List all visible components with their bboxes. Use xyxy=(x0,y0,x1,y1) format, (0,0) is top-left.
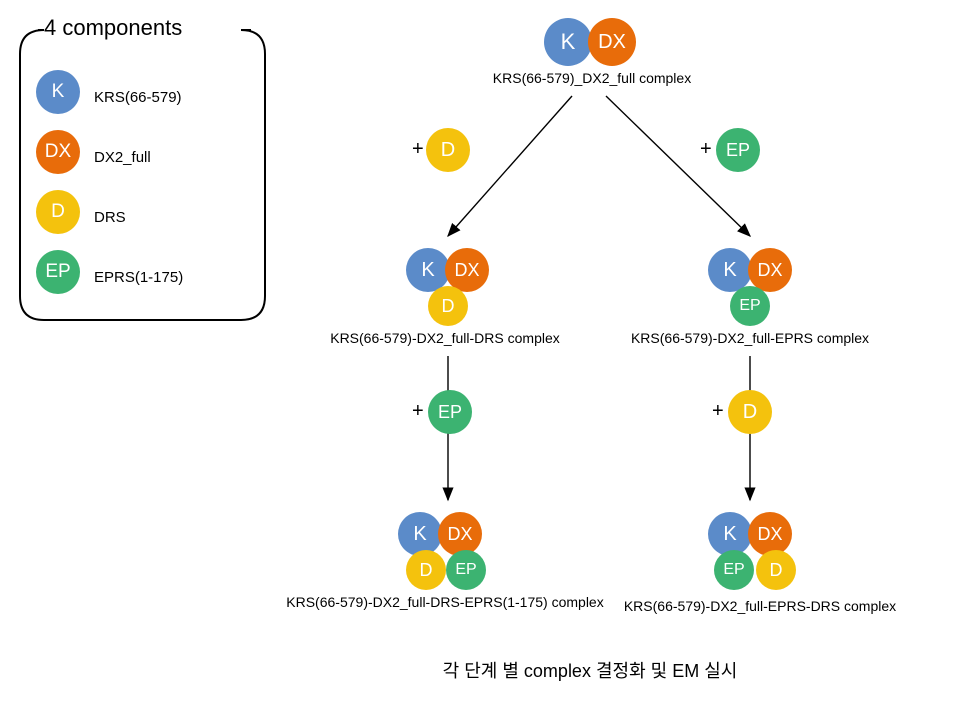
node-k-top-0: K xyxy=(544,18,592,66)
bottom-caption: 각 단계 별 complex 결정화 및 EM 실시 xyxy=(443,657,738,683)
node-ep-midR-2: EP xyxy=(730,286,770,326)
node-dx-botR-1: DX xyxy=(748,512,792,556)
node-dx-midR-1: DX xyxy=(748,248,792,292)
node-d-botR-3: D xyxy=(756,550,796,590)
plus-addD2: + xyxy=(712,400,724,423)
node-ep-legend: EP xyxy=(36,250,80,294)
node-dx-botL-1: DX xyxy=(438,512,482,556)
node-dx-top-1: DX xyxy=(588,18,636,66)
legend-item-label-2: DRS xyxy=(94,209,126,226)
legend-item-label-3: EPRS(1-175) xyxy=(94,269,183,286)
plus-addEP2: + xyxy=(412,400,424,423)
node-d-legend: D xyxy=(36,190,80,234)
caption-midR: KRS(66-579)-DX2_full-EPRS complex xyxy=(631,330,869,346)
node-d-botL-2: D xyxy=(406,550,446,590)
node-k-legend: K xyxy=(36,70,80,114)
caption-botR: KRS(66-579)-DX2_full-EPRS-DRS complex xyxy=(624,598,896,614)
node-d-addD2-0: D xyxy=(728,390,772,434)
caption-botL: KRS(66-579)-DX2_full-DRS-EPRS(1-175) com… xyxy=(286,594,603,610)
arrow-0 xyxy=(448,96,572,236)
node-ep-addEP2-0: EP xyxy=(428,390,472,434)
caption-midL: KRS(66-579)-DX2_full-DRS complex xyxy=(330,330,560,346)
legend-item-label-0: KRS(66-579) xyxy=(94,89,182,106)
node-k-botL-0: K xyxy=(398,512,442,556)
node-ep-botR-2: EP xyxy=(714,550,754,590)
legend-title: 4 components xyxy=(44,15,182,41)
node-ep-addEP-0: EP xyxy=(716,128,760,172)
plus-addEP: + xyxy=(700,138,712,161)
node-d-midL-2: D xyxy=(428,286,468,326)
node-ep-botL-3: EP xyxy=(446,550,486,590)
caption-top: KRS(66-579)_DX2_full complex xyxy=(493,70,691,86)
node-d-addD-0: D xyxy=(426,128,470,172)
legend-item-label-1: DX2_full xyxy=(94,149,151,166)
node-dx-legend: DX xyxy=(36,130,80,174)
plus-addD: + xyxy=(412,138,424,161)
